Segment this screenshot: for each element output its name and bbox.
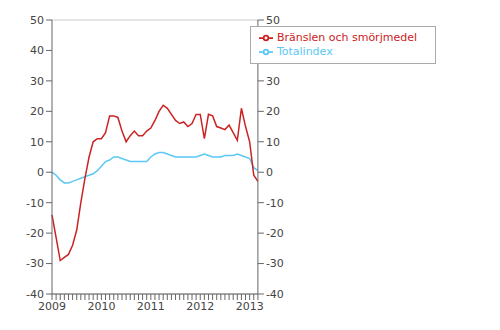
svg-text:-20: -20 bbox=[26, 227, 44, 240]
svg-text:-40: -40 bbox=[26, 288, 44, 301]
svg-text:30: 30 bbox=[30, 75, 44, 88]
svg-text:-10: -10 bbox=[266, 197, 284, 210]
svg-text:50: 50 bbox=[266, 14, 280, 27]
svg-text:2009: 2009 bbox=[38, 300, 66, 313]
svg-text:0: 0 bbox=[37, 166, 44, 179]
svg-text:20: 20 bbox=[266, 105, 280, 118]
svg-text:-30: -30 bbox=[26, 257, 44, 270]
svg-text:2013: 2013 bbox=[236, 300, 264, 313]
svg-text:40: 40 bbox=[266, 44, 280, 57]
svg-text:2012: 2012 bbox=[186, 300, 214, 313]
svg-text:30: 30 bbox=[266, 75, 280, 88]
svg-text:20: 20 bbox=[30, 105, 44, 118]
html-text:Totalindex: Totalindex bbox=[276, 45, 333, 58]
svg-text:2011: 2011 bbox=[137, 300, 165, 313]
svg-text:-40: -40 bbox=[266, 288, 284, 301]
svg-text:40: 40 bbox=[30, 44, 44, 57]
svg-text:10: 10 bbox=[30, 136, 44, 149]
html-text:Bränslen och smörjmedel: Bränslen och smörjmedel bbox=[276, 31, 417, 44]
svg-text:10: 10 bbox=[266, 136, 280, 149]
svg-text:50: 50 bbox=[30, 14, 44, 27]
svg-text:-10: -10 bbox=[26, 197, 44, 210]
svg-text:-20: -20 bbox=[266, 227, 284, 240]
svg-text:-30: -30 bbox=[266, 257, 284, 270]
svg-text:2010: 2010 bbox=[87, 300, 115, 313]
svg-text:0: 0 bbox=[266, 166, 273, 179]
